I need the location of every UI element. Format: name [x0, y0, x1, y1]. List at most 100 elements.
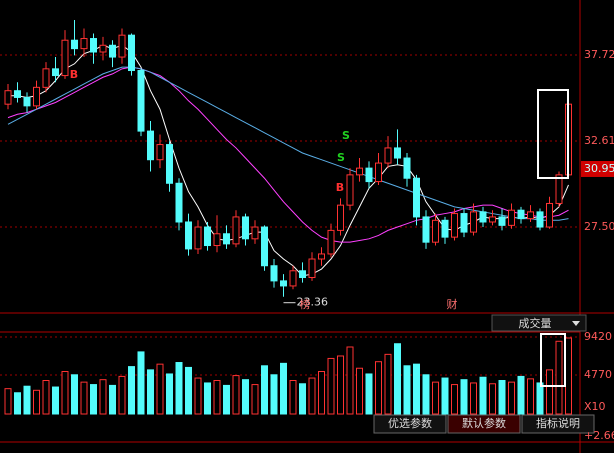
signal-marker: S — [342, 129, 350, 142]
volume-bar — [232, 375, 240, 415]
volume-bar — [52, 386, 59, 415]
button[interactable] — [447, 414, 521, 434]
volume-bar — [128, 366, 135, 415]
volume-bar — [99, 379, 107, 415]
volume-bar — [166, 373, 173, 415]
button[interactable] — [521, 414, 595, 434]
volume-bar — [23, 385, 31, 415]
candle-body — [479, 211, 487, 223]
candle-body — [175, 182, 183, 223]
volume-bar — [413, 363, 420, 415]
button[interactable] — [373, 414, 447, 434]
candle-body — [147, 130, 154, 161]
candle-body — [261, 226, 268, 267]
moving-average — [7, 66, 569, 221]
volume-bar — [90, 384, 97, 415]
current-price-tag — [581, 160, 614, 177]
volume-bar — [346, 346, 354, 415]
candle-body — [251, 226, 259, 240]
candle-body — [337, 204, 344, 231]
volume-bar — [261, 365, 268, 415]
volume-bar — [517, 375, 525, 415]
candle-body — [394, 147, 401, 159]
volume-bar — [175, 362, 183, 415]
volume-bar — [42, 379, 50, 415]
candle-body — [280, 280, 287, 287]
candle-body — [346, 174, 354, 206]
candle-body — [118, 34, 126, 58]
indicator-select[interactable]: 成交量 — [491, 314, 587, 332]
y-tick-label: 32.61 — [584, 134, 614, 147]
current-price-label: 30.95 — [584, 162, 614, 175]
candle-body — [441, 219, 449, 238]
candle-body — [128, 34, 135, 72]
volume-bar — [422, 374, 430, 415]
candle-body — [232, 216, 240, 245]
event-marker: 榜 — [300, 297, 311, 311]
candle-body — [270, 265, 278, 282]
volume-bar — [384, 353, 392, 415]
button-label[interactable]: 优选参数 — [388, 416, 432, 430]
volume-bar — [118, 375, 126, 415]
event-marker: 财 — [447, 297, 458, 311]
volume-bar — [61, 371, 69, 415]
volume-bar — [194, 377, 202, 415]
candle-body — [137, 70, 145, 132]
y-tick-label: 4770 — [584, 368, 612, 381]
candle-body — [4, 90, 12, 105]
candle-body — [90, 38, 97, 53]
candle-body — [23, 96, 31, 107]
volume-bar — [109, 384, 116, 415]
volume-bar — [223, 384, 230, 415]
volume-unit: X10 — [584, 400, 606, 413]
candle-body — [413, 177, 420, 218]
candle-body — [356, 167, 363, 176]
signal-marker: B — [336, 181, 344, 194]
volume-bar — [498, 379, 506, 415]
volume-bar — [441, 377, 449, 415]
candle-body — [470, 211, 477, 233]
candle-body — [166, 144, 173, 184]
volume-bar — [308, 377, 316, 415]
candle-body — [327, 229, 335, 255]
volume-bar — [213, 379, 221, 415]
candle-body — [242, 216, 249, 240]
highlight-box — [540, 333, 566, 387]
signal-marker: S — [337, 151, 345, 164]
candle-body — [451, 213, 458, 238]
volume-bar — [565, 337, 572, 415]
low-label: 23.36 — [297, 296, 329, 309]
candle-body — [384, 147, 392, 164]
candle-body — [517, 209, 525, 220]
volume-bar — [394, 343, 401, 415]
dropdown-label[interactable]: 成交量 — [519, 316, 552, 330]
candle-body — [375, 162, 382, 183]
volume-bar — [432, 381, 439, 415]
volume-bar — [185, 366, 192, 415]
volume-bar — [555, 340, 563, 415]
candle-body — [61, 39, 69, 77]
volume-bar — [460, 379, 468, 415]
candle-body — [460, 213, 468, 233]
volume-bar — [71, 374, 78, 415]
volume-bar — [375, 361, 382, 415]
candle-body — [536, 211, 544, 228]
volume-bar — [33, 389, 40, 415]
volume-bar — [546, 369, 553, 415]
volume-bar — [318, 371, 325, 415]
candle-body — [71, 39, 78, 50]
signal-marker: B — [70, 68, 78, 81]
volume-bar — [337, 355, 344, 415]
candle-body — [299, 270, 306, 279]
button-label[interactable]: 默认参数 — [462, 416, 506, 430]
candle-body — [508, 209, 515, 226]
volume-bar — [204, 382, 211, 415]
volume-bar — [470, 382, 477, 415]
dropdown[interactable] — [491, 314, 587, 332]
dropdown-arrow[interactable] — [572, 321, 580, 326]
button-label[interactable]: 指标说明 — [536, 416, 580, 430]
candle-body — [546, 202, 553, 228]
next-panel-tick: +2.66 — [584, 429, 614, 442]
volume-bar — [289, 379, 297, 415]
